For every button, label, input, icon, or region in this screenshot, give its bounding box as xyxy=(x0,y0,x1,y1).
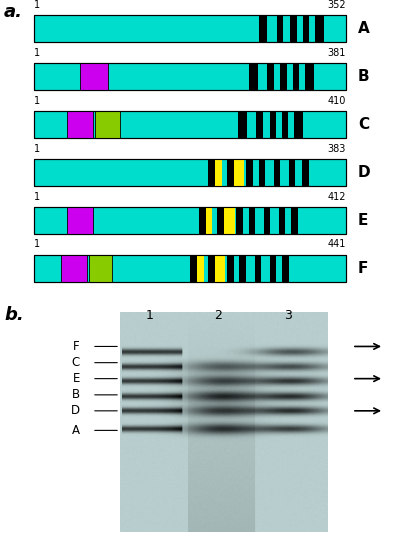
Text: B: B xyxy=(72,389,80,402)
Text: 1: 1 xyxy=(34,240,40,249)
Text: 1: 1 xyxy=(34,191,40,202)
Bar xyxy=(34,63,346,91)
Bar xyxy=(305,63,314,91)
Bar xyxy=(34,159,346,186)
Text: 1: 1 xyxy=(34,144,40,153)
Bar xyxy=(89,255,112,282)
Bar xyxy=(206,207,212,234)
Text: 3: 3 xyxy=(284,309,292,322)
Bar xyxy=(240,159,244,186)
Bar xyxy=(255,255,261,282)
Bar xyxy=(208,255,215,282)
Text: a.: a. xyxy=(4,3,23,21)
Bar xyxy=(34,159,346,186)
Text: 441: 441 xyxy=(328,240,346,249)
Bar xyxy=(274,159,280,186)
Bar xyxy=(246,159,253,186)
Bar xyxy=(267,63,274,91)
Bar xyxy=(208,159,215,186)
Bar xyxy=(67,111,93,138)
Bar xyxy=(227,255,234,282)
Bar xyxy=(218,207,224,234)
Bar xyxy=(67,207,93,234)
Bar xyxy=(264,207,270,234)
Bar xyxy=(34,207,346,234)
Bar xyxy=(280,63,287,91)
Bar xyxy=(277,15,283,42)
Bar xyxy=(256,111,263,138)
Text: C: C xyxy=(72,356,80,369)
Bar xyxy=(239,255,246,282)
Bar xyxy=(190,255,197,282)
Bar xyxy=(34,15,346,42)
Text: A: A xyxy=(358,21,370,36)
Bar xyxy=(291,207,298,234)
Bar xyxy=(259,159,265,186)
Text: 381: 381 xyxy=(328,48,346,57)
Text: 410: 410 xyxy=(328,95,346,106)
Text: 352: 352 xyxy=(327,0,346,10)
Bar xyxy=(249,63,258,91)
Bar xyxy=(199,207,206,234)
Text: 412: 412 xyxy=(328,191,346,202)
Text: 1: 1 xyxy=(34,48,40,57)
Bar xyxy=(302,159,309,186)
Bar xyxy=(303,15,310,42)
Text: b.: b. xyxy=(4,306,24,324)
Bar xyxy=(270,111,276,138)
Bar xyxy=(224,207,231,234)
Bar xyxy=(279,207,285,234)
Text: 1: 1 xyxy=(34,0,40,10)
Bar xyxy=(289,159,296,186)
Bar xyxy=(282,255,289,282)
Bar xyxy=(227,159,234,186)
Text: F: F xyxy=(358,261,368,276)
Bar xyxy=(282,111,288,138)
Bar xyxy=(215,255,222,282)
Text: F: F xyxy=(73,340,80,353)
Text: 383: 383 xyxy=(328,144,346,153)
Text: B: B xyxy=(358,69,370,85)
Bar xyxy=(80,63,108,91)
Bar xyxy=(95,111,120,138)
Bar xyxy=(270,255,276,282)
Bar xyxy=(294,111,303,138)
Text: D: D xyxy=(358,165,371,180)
Bar xyxy=(221,255,225,282)
Bar xyxy=(34,15,346,42)
Bar xyxy=(215,159,222,186)
Text: E: E xyxy=(358,213,368,228)
Text: 1: 1 xyxy=(146,309,154,322)
Bar xyxy=(34,207,346,234)
Bar xyxy=(234,159,240,186)
Bar xyxy=(34,255,346,282)
Text: 2: 2 xyxy=(214,309,222,322)
Bar xyxy=(293,63,299,91)
Text: A: A xyxy=(72,424,80,437)
Bar xyxy=(34,255,346,282)
Bar xyxy=(34,111,346,138)
Bar xyxy=(34,63,346,91)
Bar xyxy=(60,255,87,282)
Bar xyxy=(236,207,243,234)
Bar xyxy=(238,111,247,138)
Bar xyxy=(34,111,346,138)
Bar xyxy=(259,15,267,42)
Text: 1: 1 xyxy=(34,95,40,106)
Bar xyxy=(315,15,324,42)
Text: E: E xyxy=(73,372,80,385)
Bar xyxy=(249,207,255,234)
Text: C: C xyxy=(358,117,369,132)
Bar xyxy=(230,207,235,234)
Bar xyxy=(290,15,297,42)
Text: D: D xyxy=(71,404,80,417)
Bar xyxy=(197,255,204,282)
